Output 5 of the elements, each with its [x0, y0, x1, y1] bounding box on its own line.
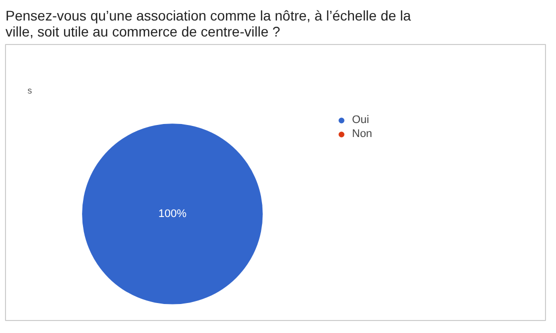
legend-label: Oui — [352, 114, 370, 126]
legend-label: Non — [352, 128, 372, 140]
text: s — [28, 86, 32, 96]
chart-title: Pensez-vous qu’une association comme la nôtre, à l’échelle de la ville, soit utile au commerce de centre-ville ? — [6, 8, 412, 40]
data-label: 100% — [158, 208, 187, 220]
